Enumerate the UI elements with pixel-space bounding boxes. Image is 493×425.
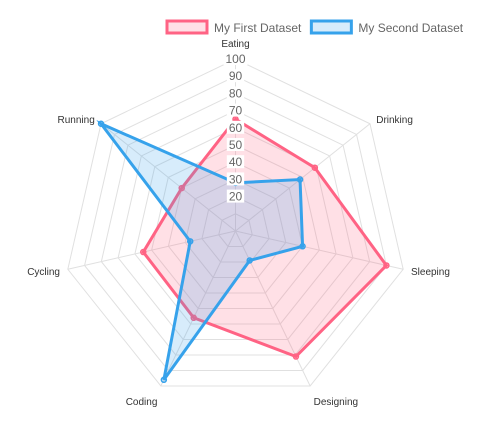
tick-label: 80 (229, 86, 243, 100)
tick-backdrop (223, 52, 248, 65)
series-area (96, 120, 305, 381)
tick-backdrop (226, 172, 245, 186)
data-point[interactable] (140, 248, 147, 256)
tick-label: 100 (225, 52, 245, 66)
axis-label: Coding (126, 397, 158, 408)
data-point[interactable] (299, 243, 306, 250)
series-area (141, 117, 389, 359)
axis-label: Drinking (376, 115, 413, 126)
data-point[interactable] (246, 257, 253, 264)
axis-label: Designing (314, 397, 358, 408)
tick-item: 100 (223, 52, 248, 66)
data-point[interactable] (97, 120, 105, 128)
radar-series (96, 115, 390, 384)
tick-backdrop (226, 189, 245, 203)
data-point[interactable] (311, 164, 319, 171)
spoke-line (67, 230, 236, 270)
legend-item[interactable]: My Second Dataset (309, 19, 464, 35)
tick-item: 80 (226, 86, 245, 100)
tick-item: 50 (226, 138, 245, 152)
radar-tick-labels: 20 30 40 50 60 70 80 90 100 (223, 52, 248, 204)
grid-ring (218, 213, 253, 247)
grid-ring (151, 144, 320, 309)
legend-item[interactable]: My First Dataset (165, 19, 302, 35)
spoke-line (235, 230, 404, 270)
grid-ring (134, 127, 337, 325)
data-point[interactable] (178, 184, 185, 192)
tick-label: 50 (229, 138, 243, 152)
axis-label: Cycling (27, 267, 60, 278)
data-point[interactable] (190, 314, 197, 322)
tick-label: 90 (229, 69, 243, 83)
tick-backdrop (226, 86, 245, 100)
tick-label: 40 (229, 155, 243, 169)
series-group (96, 120, 306, 384)
legend-swatch (309, 19, 353, 35)
tick-item: 40 (226, 155, 245, 169)
spoke-line (160, 230, 236, 387)
data-point[interactable] (292, 353, 300, 360)
tick-backdrop (226, 69, 245, 83)
tick-item: 60 (226, 120, 245, 135)
radar-grid (67, 58, 404, 387)
tick-label: 60 (229, 121, 243, 135)
legend-label: My Second Dataset (358, 21, 463, 35)
tick-item: 90 (226, 69, 245, 83)
tick-item: 30 (226, 172, 245, 186)
tick-backdrop (226, 138, 245, 151)
grid-ring (84, 75, 387, 371)
axis-label: Eating (221, 39, 249, 50)
data-point[interactable] (186, 238, 194, 245)
tick-label: 20 (229, 190, 243, 204)
axis-label: Running (58, 115, 95, 126)
series-group (140, 115, 390, 360)
grid-ring (184, 178, 287, 278)
radar-axis-labels: Eating Drinking Sleeping Designing Coding Cyc… (27, 39, 450, 408)
spoke-line (235, 123, 371, 232)
legend-label: My First Dataset (214, 21, 302, 35)
chart-legend: My First Dataset My Second Dataset (165, 19, 464, 35)
grid-ring (167, 161, 304, 294)
grid-ring (67, 58, 404, 387)
tick-backdrop (226, 155, 245, 169)
spoke-line (100, 123, 236, 232)
data-point[interactable] (296, 176, 304, 183)
tick-backdrop (226, 103, 245, 117)
legend-swatch (165, 19, 209, 35)
grid-ring (201, 196, 270, 263)
axis-label: Sleeping (411, 267, 450, 278)
tick-backdrop (226, 120, 245, 134)
data-point[interactable] (383, 262, 390, 269)
tick-item: 70 (226, 103, 245, 118)
tick-label: 70 (229, 104, 243, 118)
grid-ring (100, 92, 371, 356)
tick-label: 30 (229, 172, 243, 186)
data-point[interactable] (160, 376, 168, 384)
tick-item: 20 (226, 189, 245, 204)
spoke-line (235, 230, 311, 387)
